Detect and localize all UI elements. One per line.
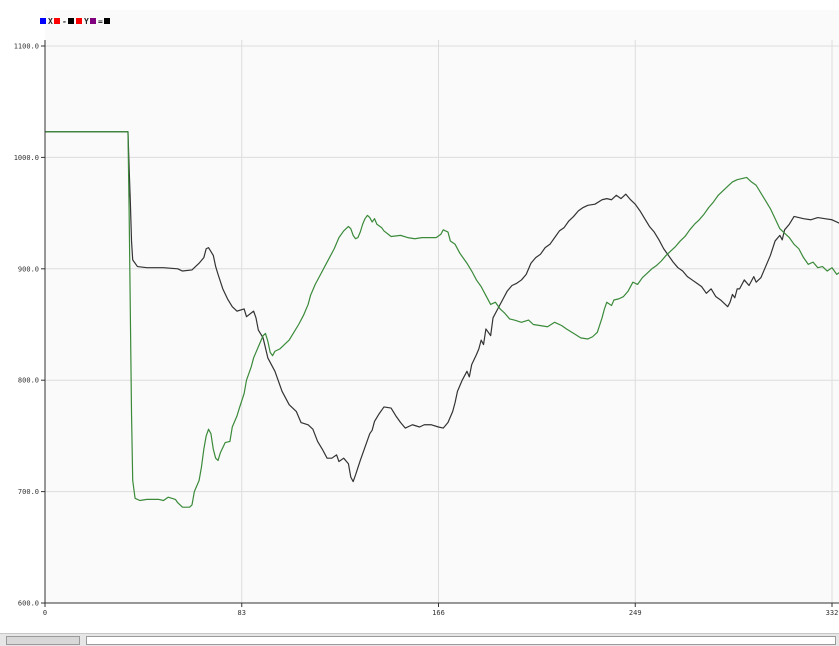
series-line-1: [45, 131, 839, 483]
legend-label: Y: [84, 17, 89, 26]
legend-swatch: [54, 18, 60, 24]
legend-swatch: [40, 18, 46, 24]
x-tick-label: 166: [432, 609, 445, 617]
x-tick-label: 0: [43, 609, 47, 617]
y-tick-label: 800.0: [18, 377, 39, 385]
send-message-input[interactable]: [86, 636, 836, 645]
legend: X - Y =: [40, 17, 110, 26]
x-tick-label: 83: [238, 609, 246, 617]
axes: [44, 40, 839, 604]
y-tick-label: 600.0: [18, 600, 39, 608]
x-tick-label: 249: [629, 609, 642, 617]
y-tick-label: 700.0: [18, 488, 39, 496]
y-tick-label: 900.0: [18, 265, 39, 273]
y-tick-label: 1000.0: [14, 154, 39, 162]
legend-separator: -: [62, 17, 67, 26]
legend-swatch: [76, 18, 82, 24]
series-lines: [45, 131, 839, 508]
legend-label: X: [48, 17, 53, 26]
legend-swatch: [104, 18, 110, 24]
y-tick-labels: 600.0 700.0 800.0 900.0 1000.0 1100.0: [14, 43, 39, 608]
y-tick-label: 1100.0: [14, 43, 39, 51]
baud-rate-dropdown[interactable]: [6, 636, 80, 645]
x-tick-label: 332: [826, 609, 839, 617]
series-line-2: [45, 131, 839, 508]
legend-swatch: [68, 18, 74, 24]
plot-area: [45, 10, 839, 603]
x-tick-labels: 0 83 166 249 332: [43, 609, 838, 617]
legend-swatch: [90, 18, 96, 24]
legend-separator: =: [98, 17, 103, 26]
